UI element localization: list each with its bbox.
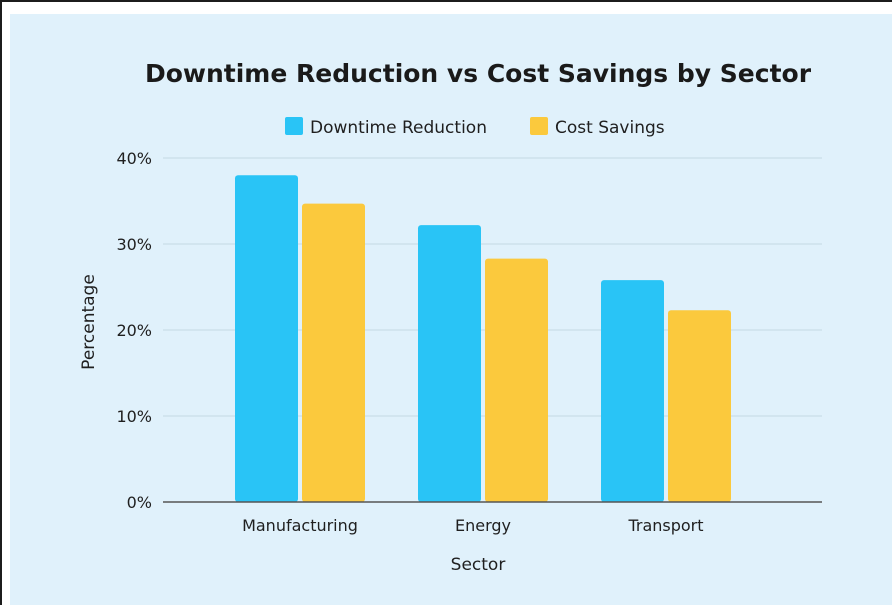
y-tick-label: 20% bbox=[116, 321, 152, 340]
legend-label-cost-savings: Cost Savings bbox=[555, 118, 665, 138]
y-tick-label: 30% bbox=[116, 235, 152, 254]
legend: Downtime Reduction Cost Savings bbox=[285, 117, 665, 138]
legend-swatch-downtime-reduction bbox=[285, 117, 303, 135]
bar-energy-cost-savings bbox=[485, 258, 548, 502]
legend-label-downtime-reduction: Downtime Reduction bbox=[310, 118, 487, 138]
chart-title: Downtime Reduction vs Cost Savings by Se… bbox=[145, 59, 812, 88]
y-tick-label: 10% bbox=[116, 407, 152, 426]
x-axis-ticks: Manufacturing Energy Transport bbox=[242, 516, 703, 535]
bar-energy-downtime-reduction bbox=[418, 225, 481, 502]
y-axis-ticks: 0% 10% 20% 30% 40% bbox=[116, 149, 152, 512]
bar-manufacturing-cost-savings bbox=[302, 203, 365, 502]
bars bbox=[235, 175, 731, 502]
bar-transport-downtime-reduction bbox=[601, 280, 664, 502]
x-axis-label: Sector bbox=[451, 555, 506, 575]
bar-transport-cost-savings bbox=[668, 310, 731, 502]
x-tick-label: Energy bbox=[455, 516, 511, 535]
x-tick-label: Manufacturing bbox=[242, 516, 358, 535]
y-tick-label: 40% bbox=[116, 149, 152, 168]
x-tick-label: Transport bbox=[627, 516, 703, 535]
y-axis-label: Percentage bbox=[79, 274, 99, 370]
legend-swatch-cost-savings bbox=[530, 117, 548, 135]
bar-manufacturing-downtime-reduction bbox=[235, 175, 298, 502]
y-tick-label: 0% bbox=[127, 493, 152, 512]
